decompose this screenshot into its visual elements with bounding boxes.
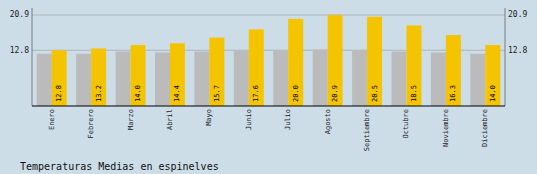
x-tick-label: Diciembre: [481, 109, 489, 147]
y2-tick-label: 20.9: [508, 10, 527, 19]
data-label: 18.5: [410, 85, 418, 102]
bar: [170, 43, 185, 106]
bars: [37, 15, 501, 106]
bar: [234, 51, 249, 106]
title: Temperaturas Medias en espinelves: [20, 161, 219, 172]
bar: [485, 45, 500, 106]
x-tick-label: Septiembre: [363, 109, 371, 151]
bar: [446, 35, 461, 106]
baseline: [32, 105, 505, 106]
bar: [194, 52, 209, 106]
data-label: 13.2: [95, 85, 103, 102]
data-label: 16.3: [449, 85, 457, 102]
x-tick-label: Junio: [245, 109, 253, 130]
x-tick-label: Enero: [48, 109, 56, 130]
bar: [367, 17, 382, 106]
bar: [313, 49, 328, 106]
x-tick-label: Marzo: [127, 109, 135, 130]
x-tick-label: Agosto: [324, 109, 332, 134]
bar: [76, 54, 91, 106]
bar: [249, 29, 264, 106]
bar: [91, 49, 106, 106]
y2-tick-label: 12.8: [508, 46, 527, 55]
bar: [406, 25, 421, 106]
bar: [131, 45, 146, 106]
data-label: 17.6: [252, 85, 260, 102]
y-tick-label: 12.8: [10, 46, 29, 55]
y-tick-label: 20.9: [10, 10, 29, 19]
bar: [52, 50, 67, 106]
bar: [209, 38, 224, 106]
chart: 12.8 13.2 14.0 14.4 15.7 17.6 20.0 20.9 20.5 18.5…: [0, 0, 537, 174]
bar: [116, 52, 131, 106]
bar: [470, 54, 485, 106]
y2-axis-line: [505, 8, 506, 106]
data-label: 14.0: [134, 85, 142, 102]
data-label: 14.0: [489, 85, 497, 102]
data-label: 15.7: [213, 85, 221, 102]
data-label: 20.9: [331, 85, 339, 102]
data-label: 14.4: [173, 85, 181, 102]
bar: [431, 52, 446, 106]
bar: [155, 52, 170, 106]
bar: [288, 19, 303, 106]
bar: [328, 15, 343, 106]
x-tick-label: Mayo: [205, 109, 213, 126]
y-axis-line: [32, 8, 33, 106]
data-label: 20.5: [371, 85, 379, 102]
bar: [391, 52, 406, 106]
x-tick-label: Febrero: [87, 109, 95, 139]
bar: [273, 51, 288, 106]
bar: [37, 54, 52, 106]
x-tick-label: Julio: [284, 109, 292, 130]
x-tick-label: Abril: [166, 109, 174, 130]
x-tick-label: Octubre: [402, 109, 410, 139]
x-tick-label: Noviembre: [442, 109, 450, 147]
data-label: 20.0: [292, 85, 300, 102]
bar: [352, 50, 367, 106]
data-label: 12.8: [55, 85, 63, 102]
grid-line: [32, 14, 505, 15]
